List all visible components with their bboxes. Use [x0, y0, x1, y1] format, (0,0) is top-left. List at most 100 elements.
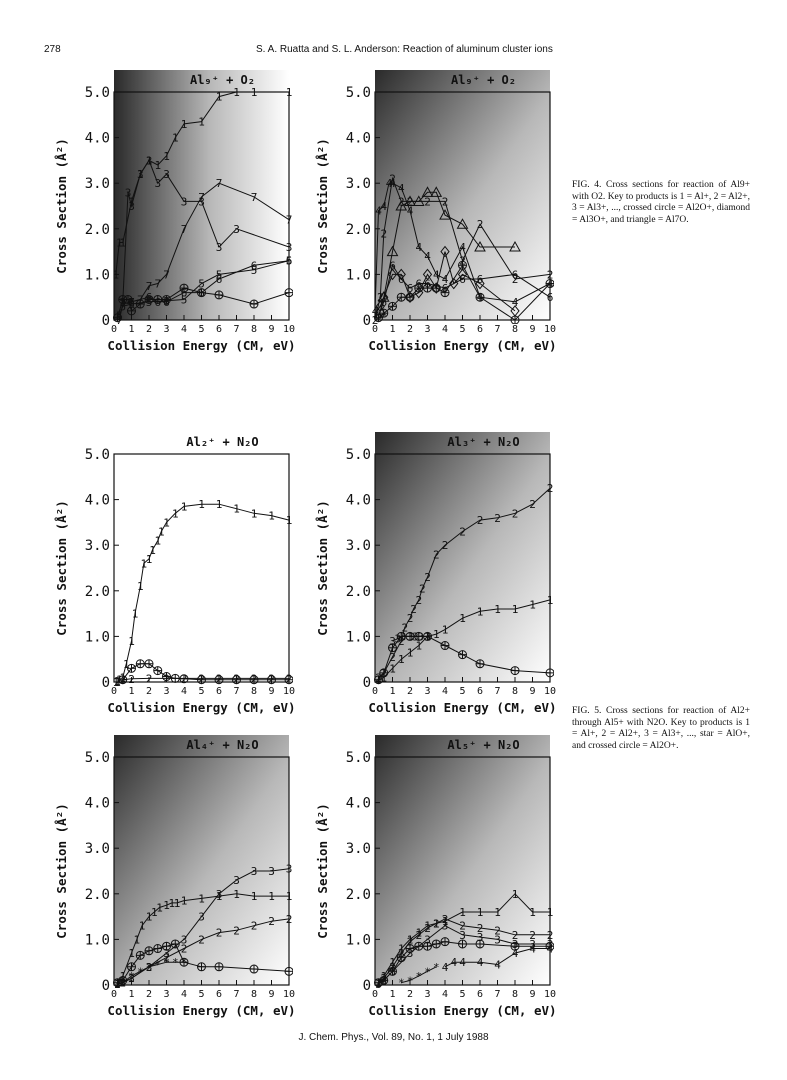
data-point-1: 1 [156, 901, 163, 914]
series-line [115, 503, 290, 683]
data-point-2: 2 [389, 651, 396, 664]
data-point-1: 1 [119, 236, 126, 249]
data-point-7: 7 [216, 177, 223, 190]
data-point-4: 4 [529, 943, 536, 956]
x-tick-label: 4 [442, 324, 448, 335]
data-point-1: 1 [415, 927, 422, 940]
figure-4-caption: FIG. 4. Cross sections for reaction of A… [572, 180, 750, 225]
data-point-2: 2 [268, 915, 275, 928]
y-tick-label: 2.0 [346, 584, 371, 600]
data-point-2: 2 [494, 512, 501, 525]
data-point-2: 2 [128, 673, 135, 686]
data-point-3: 3 [494, 933, 501, 946]
x-tick-label: 3 [424, 324, 430, 335]
data-point-1: 1 [286, 86, 293, 99]
data-point-1: 1 [494, 906, 501, 919]
data-point-triangle [439, 209, 451, 220]
data-point-7: 7 [198, 191, 205, 204]
data-point-crossed-circle [423, 631, 432, 641]
data-point-1: 1 [407, 933, 414, 946]
x-tick-label: 2 [146, 989, 152, 1000]
data-point-1: 1 [116, 236, 123, 249]
x-tick-label: 5 [459, 686, 465, 697]
series-line [115, 91, 289, 275]
x-tick-label: 9 [268, 686, 274, 697]
data-point-crossed-circle [405, 292, 415, 302]
data-point-crossed-circle [197, 962, 206, 972]
data-point-4: 4 [433, 268, 440, 281]
data-point-3: 3 [233, 223, 240, 236]
data-point-1: 1 [133, 933, 140, 946]
data-point-1: 1 [477, 605, 484, 618]
data-point-7: 7 [119, 298, 126, 311]
data-point-7: 7 [181, 223, 188, 236]
data-point-triangle [456, 218, 469, 229]
x-tick-label: 9 [529, 686, 535, 697]
x-axis-label: Collision Energy (CM, eV) [368, 700, 556, 715]
data-point-crossed-circle [197, 675, 206, 685]
data-point-3: 3 [400, 630, 407, 643]
y-tick-label: 5.0 [346, 85, 371, 101]
data-point-3: 3 [389, 635, 396, 648]
y-tick-label: 1.0 [346, 629, 371, 645]
series-4: 4 4 4 4 44 4 4 [442, 943, 554, 974]
series-line [378, 925, 550, 985]
data-point-crossed-circle [431, 283, 441, 293]
data-point-2: 2 [389, 173, 396, 186]
data-point-triangle [386, 245, 399, 257]
y-axis-label: Cross Section (Å²) [54, 803, 69, 938]
data-point-7: 7 [163, 268, 170, 281]
data-point-2: 2 [146, 672, 153, 685]
data-point-1: 1 [529, 598, 536, 611]
data-point-3: 3 [512, 938, 519, 951]
data-point-3: 3 [181, 933, 188, 946]
data-point-3: 3 [547, 938, 554, 951]
data-point-3: 3 [198, 195, 205, 208]
data-point-4: 4 [494, 958, 501, 971]
x-tick-label: 1 [389, 324, 395, 335]
y-axis-ticks: 0 1.0 2.0 3.0 4.0 5.0 [85, 447, 119, 691]
x-tick-label: 0 [372, 686, 378, 697]
x-tick-label: 1 [128, 686, 134, 697]
data-point-diamond [405, 291, 415, 304]
data-point-7: 7 [146, 280, 153, 293]
data-point-crossed-circle [374, 313, 383, 323]
x-tick-label: 6 [216, 989, 222, 1000]
x-tick-label: 9 [268, 324, 274, 335]
data-point-crossed-circle [510, 666, 520, 676]
plot-shading [375, 432, 550, 682]
data-point-2: 2 [233, 672, 240, 685]
y-axis-ticks: 0 1.0 2.0 3.0 4.0 5.0 [346, 85, 380, 329]
data-point-3: 3 [389, 965, 396, 978]
y-tick-label: 3.0 [346, 538, 371, 554]
running-title: S. A. Ruatta and S. L. Anderson: Reactio… [256, 44, 553, 55]
y-tick-label: 4.0 [85, 796, 110, 812]
data-point-1: 1 [123, 658, 130, 671]
series-crossed-circle [374, 631, 554, 685]
x-tick-label: 10 [283, 324, 295, 335]
data-point-1: 1 [151, 906, 158, 919]
x-tick-label: 2 [146, 686, 152, 697]
x-tick-label: 4 [442, 989, 448, 1000]
x-tick-label: 2 [407, 686, 413, 697]
data-point-6: 6 [251, 259, 258, 272]
x-tick-label: 3 [163, 686, 169, 697]
data-point-4: 4 [442, 961, 449, 974]
data-point-star: * [137, 965, 144, 978]
x-tick-label: 4 [442, 686, 448, 697]
x-tick-label: 2 [146, 324, 152, 335]
data-point-2: 2 [216, 927, 223, 940]
data-point-1: 1 [163, 150, 170, 163]
data-point-4: 4 [512, 947, 519, 960]
data-point-1: 1 [146, 911, 153, 924]
data-point-3: 3 [417, 630, 424, 643]
data-point-2: 2 [407, 612, 414, 625]
data-point-6: 6 [512, 268, 519, 281]
data-point-crossed-circle [396, 631, 406, 641]
x-tick-label: 6 [216, 324, 222, 335]
data-point-1: 1 [512, 888, 519, 901]
data-point-2: 2 [410, 603, 417, 616]
data-point-5: 5 [216, 268, 223, 281]
x-tick-label: 3 [163, 324, 169, 335]
y-tick-label: 0 [102, 675, 110, 691]
